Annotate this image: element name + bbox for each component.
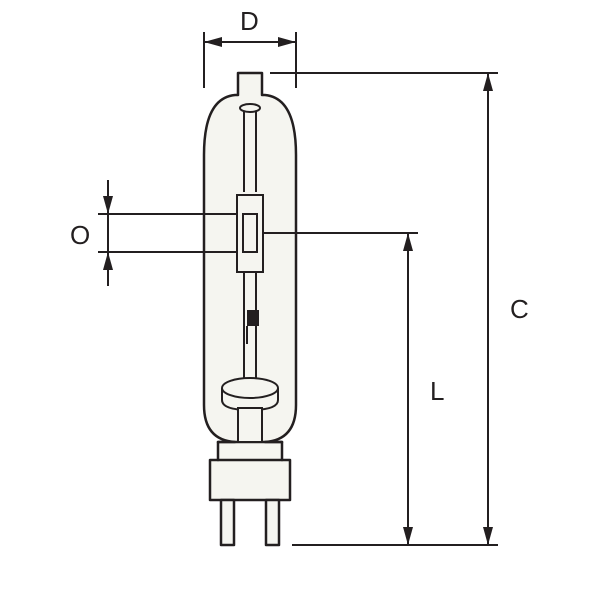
inner-mount-disc: [222, 378, 278, 398]
inner-top-cap: [240, 104, 260, 112]
dimension-C: C: [270, 73, 529, 545]
label-L: L: [430, 376, 444, 406]
label-C: C: [510, 294, 529, 324]
inner-block: [247, 310, 259, 326]
label-D: D: [240, 6, 259, 36]
pin-right: [266, 500, 279, 545]
lamp-dimensional-diagram: D C L O: [0, 0, 600, 600]
inner-stem: [238, 408, 262, 442]
label-O: O: [70, 220, 90, 250]
arc-tube: [237, 195, 263, 272]
pin-left: [221, 500, 234, 545]
